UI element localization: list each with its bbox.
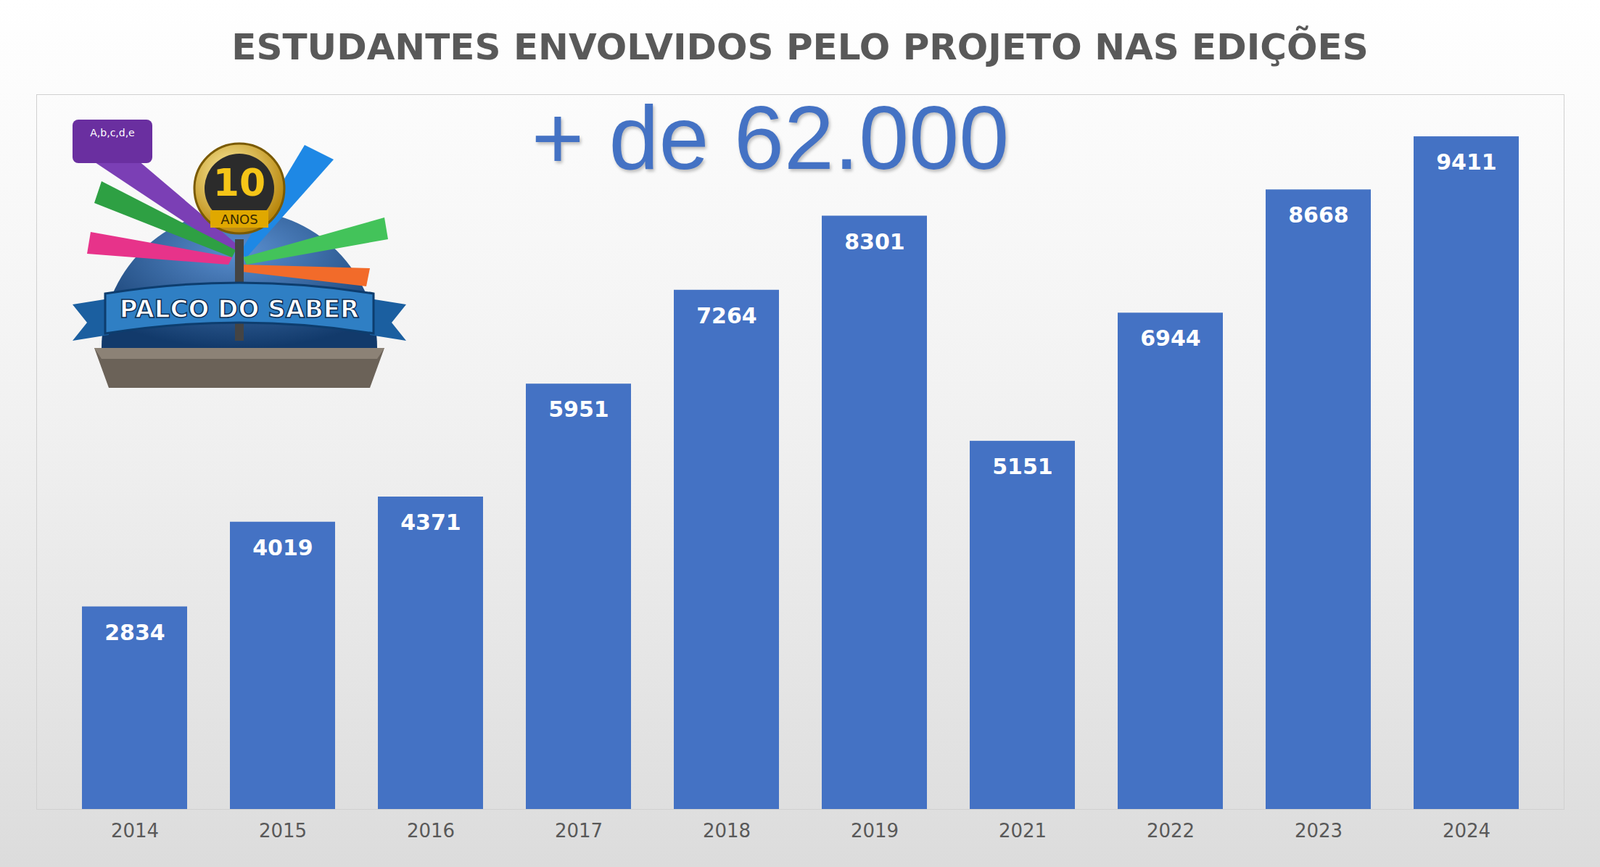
svg-text:2019: 2019: [850, 820, 899, 843]
svg-text:5951: 5951: [548, 396, 610, 423]
html-text:ESTUDANTES ENVOLVIDOS PELO PRO: ESTUDANTES ENVOLVIDOS PELO PROJETO NAS E…: [231, 26, 1369, 69]
svg-text:10: 10: [213, 161, 266, 205]
svg-text:2023: 2023: [1294, 820, 1343, 843]
svg-text:4371: 4371: [400, 509, 462, 536]
svg-text:4019: 4019: [252, 535, 314, 561]
svg-text:2024: 2024: [1442, 820, 1491, 843]
svg-text:2022: 2022: [1146, 820, 1195, 843]
svg-text:PALCO DO SABER: PALCO DO SABER: [119, 294, 360, 324]
svg-text:2015: 2015: [258, 820, 307, 843]
svg-text:6944: 6944: [1140, 325, 1202, 352]
svg-text:2016: 2016: [406, 820, 455, 843]
svg-text:2017: 2017: [554, 820, 603, 843]
svg-text:8668: 8668: [1288, 202, 1350, 228]
svg-text:7264: 7264: [696, 303, 758, 329]
svg-text:2018: 2018: [702, 820, 751, 843]
svg-text:2021: 2021: [998, 820, 1047, 843]
svg-text:8301: 8301: [844, 229, 906, 255]
svg-text:2014: 2014: [110, 820, 159, 843]
svg-text:9411: 9411: [1436, 149, 1498, 175]
html-text:+ de 62.000: + de 62.000: [531, 87, 1010, 188]
svg-text:A,b,c,d,e: A,b,c,d,e: [89, 126, 135, 139]
svg-text:ANOS: ANOS: [220, 211, 258, 228]
svg-text:5151: 5151: [992, 454, 1054, 480]
svg-text:2834: 2834: [104, 620, 166, 646]
